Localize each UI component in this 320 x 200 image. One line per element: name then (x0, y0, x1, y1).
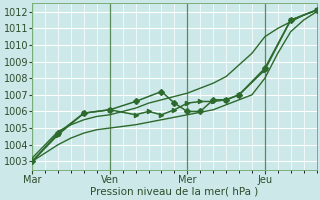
X-axis label: Pression niveau de la mer( hPa ): Pression niveau de la mer( hPa ) (90, 187, 259, 197)
